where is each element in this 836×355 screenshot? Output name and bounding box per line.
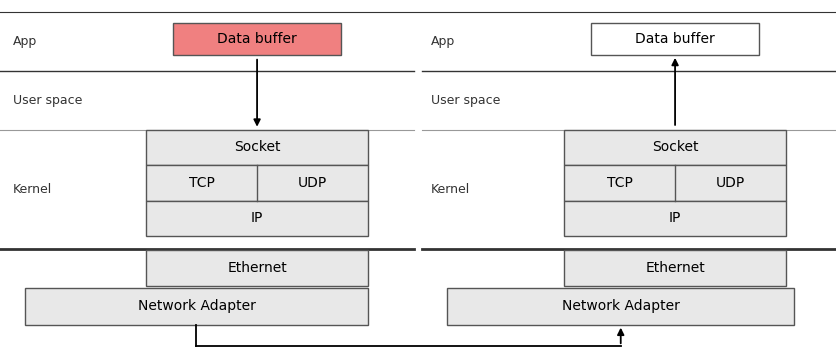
Bar — [564, 130, 786, 165]
Bar — [564, 201, 786, 236]
Text: Socket: Socket — [652, 140, 698, 154]
Bar — [592, 23, 758, 55]
Text: User space: User space — [13, 94, 82, 107]
Text: Socket: Socket — [234, 140, 280, 154]
Text: Network Adapter: Network Adapter — [562, 299, 680, 313]
Text: UDP: UDP — [716, 176, 745, 190]
Text: IP: IP — [669, 211, 681, 225]
Bar — [146, 201, 368, 236]
Bar — [25, 288, 368, 325]
Text: Data buffer: Data buffer — [217, 32, 297, 46]
Text: User space: User space — [431, 94, 500, 107]
Text: Ethernet: Ethernet — [645, 261, 705, 275]
Text: Kernel: Kernel — [13, 182, 52, 196]
Text: Network Adapter: Network Adapter — [138, 299, 255, 313]
Text: Data buffer: Data buffer — [635, 32, 715, 46]
Bar — [447, 288, 794, 325]
Bar — [146, 250, 368, 286]
Text: App: App — [431, 35, 455, 48]
Bar — [564, 250, 786, 286]
Text: Ethernet: Ethernet — [227, 261, 287, 275]
Text: TCP: TCP — [189, 176, 215, 190]
Text: App: App — [13, 35, 37, 48]
Text: Kernel: Kernel — [431, 182, 470, 196]
Text: IP: IP — [251, 211, 263, 225]
Text: TCP: TCP — [607, 176, 633, 190]
Text: UDP: UDP — [298, 176, 327, 190]
Bar — [174, 23, 340, 55]
Bar — [146, 165, 368, 201]
Bar — [146, 130, 368, 165]
Bar — [564, 165, 786, 201]
